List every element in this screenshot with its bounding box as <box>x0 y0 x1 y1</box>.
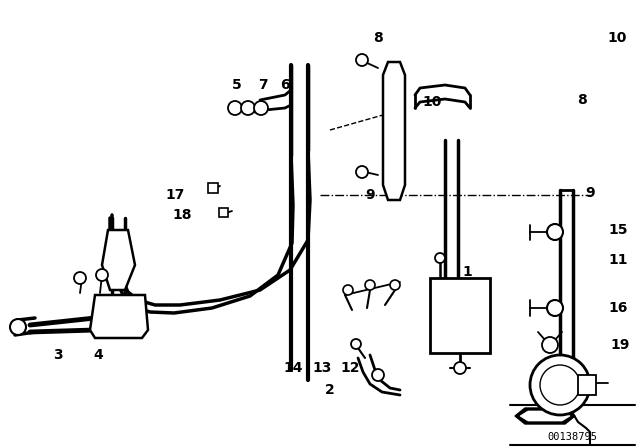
Polygon shape <box>90 295 148 338</box>
Circle shape <box>351 339 361 349</box>
Circle shape <box>454 362 466 374</box>
Text: 17: 17 <box>165 188 185 202</box>
Circle shape <box>343 285 353 295</box>
Circle shape <box>365 280 375 290</box>
Circle shape <box>254 101 268 115</box>
Polygon shape <box>515 408 575 424</box>
Circle shape <box>547 300 563 316</box>
Circle shape <box>542 337 558 353</box>
Circle shape <box>96 269 108 281</box>
Text: 14: 14 <box>284 361 303 375</box>
Text: 4: 4 <box>93 348 103 362</box>
Text: 1: 1 <box>462 265 472 279</box>
Text: 10: 10 <box>422 95 442 109</box>
Text: 13: 13 <box>312 361 332 375</box>
Bar <box>208 183 218 193</box>
Text: 2: 2 <box>325 383 335 397</box>
Text: 8: 8 <box>577 93 587 107</box>
Text: 10: 10 <box>607 31 627 45</box>
Circle shape <box>530 355 590 415</box>
Text: 5: 5 <box>232 78 242 92</box>
Text: 6: 6 <box>280 78 290 92</box>
Text: 19: 19 <box>611 338 630 352</box>
Text: 9: 9 <box>365 188 375 202</box>
Polygon shape <box>383 62 405 200</box>
Circle shape <box>74 272 86 284</box>
Text: 11: 11 <box>608 253 628 267</box>
Text: 15: 15 <box>608 223 628 237</box>
Circle shape <box>241 101 255 115</box>
Circle shape <box>372 369 384 381</box>
Text: 3: 3 <box>53 348 63 362</box>
Circle shape <box>547 224 563 240</box>
Bar <box>430 278 490 353</box>
Bar <box>219 208 228 217</box>
Text: 12: 12 <box>340 361 360 375</box>
Text: 16: 16 <box>608 301 628 315</box>
Circle shape <box>10 319 26 335</box>
Circle shape <box>228 101 242 115</box>
Text: 8: 8 <box>373 31 383 45</box>
Circle shape <box>540 365 580 405</box>
Circle shape <box>356 166 368 178</box>
Polygon shape <box>520 411 570 421</box>
Text: 18: 18 <box>172 208 192 222</box>
Circle shape <box>435 253 445 263</box>
Text: 9: 9 <box>585 186 595 200</box>
Text: 00138795: 00138795 <box>547 432 597 442</box>
Bar <box>578 375 596 395</box>
Text: 7: 7 <box>258 78 268 92</box>
Polygon shape <box>102 230 135 290</box>
Circle shape <box>356 54 368 66</box>
Circle shape <box>390 280 400 290</box>
